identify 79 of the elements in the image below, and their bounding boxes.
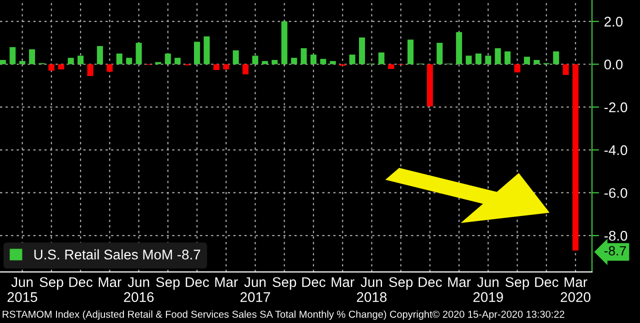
bar [116,54,122,64]
bar [29,49,36,64]
bar [48,64,54,71]
bar [96,46,103,64]
bar [330,61,336,64]
bar [164,54,171,64]
x-tick-label: Sep [156,277,180,290]
bar [485,56,492,64]
bar [494,48,501,64]
bar [204,36,210,64]
bar [10,47,16,64]
y-tick-label: -4.0 [604,145,628,156]
x-tick-label: Mar [448,277,471,288]
bar [349,54,356,64]
bar [553,51,560,64]
x-tick-label: Mar 2020 [560,277,590,302]
bar [378,52,384,64]
x-tick-label: Dec [186,277,209,288]
x-tick-label: Dec [418,277,442,288]
x-tick-label: Dec [302,277,326,288]
bar [68,58,74,64]
bar [106,64,113,72]
bar [213,64,220,70]
bar [174,58,181,64]
x-tick-label: Mar [98,277,122,288]
x-tick-label: Sep [40,277,64,290]
y-tick-label: 2.0 [604,16,623,27]
text: RSTAMOM Index (Adjusted Retail & Food Services Sales SA Total Monthly % Change) Copyright© 2020 15-Apr-2020 13:30:22 [2,310,564,320]
bar [223,64,230,70]
x-tick-label: Jun 2015 [8,277,38,302]
bar [0,60,6,64]
y-tick-label: -8.0 [604,230,628,241]
y-tick-label: -2.0 [604,102,628,112]
bar [456,32,462,64]
bar [272,60,278,64]
bar [126,58,132,64]
bar [194,42,200,64]
bar [562,64,569,75]
bar [466,56,472,64]
y-tick-label: -6.0 [604,188,628,198]
x-tick-label: Mar [332,277,354,288]
bar [514,64,520,72]
x-tick-label: Jun 2019 [473,277,503,302]
bar [504,51,511,64]
x-tick-label: Sep [506,277,530,290]
legend-label: U.S. Retail Sales MoM -8.7 [34,249,200,260]
x-tick-label: Sep [389,277,413,290]
bar [300,48,307,64]
y-tick-label: -8.7 [604,246,626,256]
bar [358,37,365,64]
bar [436,42,443,64]
bar [242,64,249,74]
bar [232,50,239,64]
bar [534,60,540,64]
x-tick-label: Jun 2017 [240,277,270,302]
bar [524,56,530,64]
bar [281,21,288,64]
bar [572,64,579,251]
bar [19,61,26,64]
bar [310,54,316,64]
bar [87,64,94,76]
x-tick-label: Jun 2018 [356,277,387,302]
bar [388,64,394,69]
bar [58,64,64,70]
x-tick-label: Mar [215,277,238,288]
y-tick-label: 0.0 [604,60,623,70]
bar [475,54,482,64]
bar [78,56,84,64]
bar [320,58,326,64]
bar [136,42,142,64]
x-tick-label: Sep [272,277,296,290]
bar [252,56,258,64]
bar [291,58,298,64]
bar [426,64,433,106]
bar [408,40,414,64]
x-tick-label: Jun 2016 [124,277,154,302]
bar [262,61,268,64]
x-tick-label: Dec [535,277,558,288]
x-tick-label: Dec [69,277,93,288]
